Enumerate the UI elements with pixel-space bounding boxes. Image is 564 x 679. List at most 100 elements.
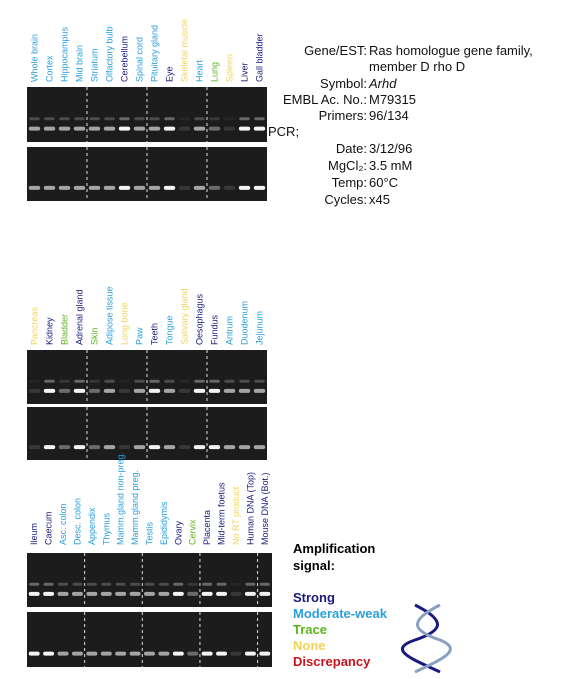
gel-band <box>89 117 100 121</box>
lane-label: Epididymis <box>159 501 169 545</box>
gel-band <box>115 582 126 586</box>
lane-label: No RT product <box>231 486 241 545</box>
lane-label: Tongue <box>165 315 175 345</box>
gel-band <box>148 388 161 393</box>
info-label: Cycles: <box>324 192 367 207</box>
gel-band <box>144 582 155 586</box>
gel-band <box>148 126 161 131</box>
lane-label: Pancreas <box>30 306 40 345</box>
gel-band <box>209 379 220 383</box>
gel-band <box>118 126 131 131</box>
gel-band <box>179 117 190 121</box>
lane-label: Antrum <box>225 316 235 345</box>
gel-band <box>86 582 97 586</box>
legend-item: Discrepancy <box>293 654 371 669</box>
lane-label: Heart <box>195 59 205 82</box>
gel-band <box>72 582 83 586</box>
gel-band <box>148 445 161 450</box>
gel-band <box>103 185 116 190</box>
gel-band <box>223 445 236 450</box>
gel-band <box>202 582 213 586</box>
info-value: x45 <box>369 192 390 207</box>
gel-band <box>88 185 101 190</box>
gel-band <box>104 379 115 383</box>
gel-band <box>119 117 130 121</box>
legend-item: Trace <box>293 622 327 637</box>
gel-band <box>208 445 221 450</box>
gel-band <box>133 126 146 131</box>
gel-band <box>179 379 190 383</box>
gel-band <box>178 388 191 393</box>
gel-band <box>73 445 86 450</box>
gel-image <box>27 612 272 667</box>
gel-band <box>86 591 98 596</box>
gel-band <box>133 445 146 450</box>
gel-band <box>163 388 176 393</box>
gel-band <box>74 379 85 383</box>
gel-band <box>223 126 236 131</box>
legend-item: None <box>293 638 326 653</box>
gel-band <box>172 651 184 656</box>
gel-band <box>194 117 205 121</box>
lane-label: Appendix <box>87 507 97 545</box>
gel-band <box>28 126 41 131</box>
lane-label: Hippocampus <box>60 26 70 82</box>
gel-band <box>223 185 236 190</box>
gel-band <box>100 591 112 596</box>
gel-band <box>59 379 70 383</box>
info-value: 60°C <box>369 175 398 190</box>
gel-band <box>89 379 100 383</box>
gel-band <box>29 582 40 586</box>
gel-band <box>29 379 40 383</box>
lane-label: Whole brain <box>30 34 40 82</box>
gel-band <box>193 126 206 131</box>
lane-label: Gall bladder <box>255 33 265 82</box>
gel-band <box>43 651 55 656</box>
pcr-heading: PCR; <box>268 124 299 139</box>
lane-label: Caecum <box>44 511 54 545</box>
gel-band <box>129 591 141 596</box>
gel-band <box>73 388 86 393</box>
lane-label: Paw <box>135 327 145 345</box>
gel-band <box>115 591 127 596</box>
gel-band <box>71 651 83 656</box>
gel-band <box>172 591 184 596</box>
gel-band <box>216 591 228 596</box>
gel-band <box>103 388 116 393</box>
lane-label: Jejunum <box>255 311 265 345</box>
gel-band <box>193 185 206 190</box>
gel-band <box>58 388 71 393</box>
gel-band <box>178 445 191 450</box>
gel-band <box>178 126 191 131</box>
info-value: Arhd <box>368 76 397 91</box>
gel-band <box>244 591 256 596</box>
lane-label: Long bone <box>120 302 130 345</box>
gel-band <box>238 445 251 450</box>
lane-label: Placenta <box>202 510 212 545</box>
lane-label: Thymus <box>101 512 111 545</box>
lane-label: Human DNA (Top) <box>245 472 255 545</box>
gel-band <box>43 185 56 190</box>
gel-band <box>101 582 112 586</box>
gel-band <box>103 126 116 131</box>
gel-band <box>254 117 265 121</box>
gel-band <box>187 591 199 596</box>
lane-label: Olfactory bulb <box>105 26 115 82</box>
info-label: EMBL Ac. No.: <box>283 92 367 107</box>
gel-band <box>163 185 176 190</box>
gel-band <box>28 185 41 190</box>
gel-band <box>164 379 175 383</box>
gel-band <box>158 651 170 656</box>
gel-band <box>163 126 176 131</box>
lane-label: Mamm.gland non-preg. <box>116 452 126 545</box>
lane-label: Cervix <box>188 519 198 545</box>
gel-band <box>144 591 155 596</box>
info-label: Gene/EST: <box>304 43 367 58</box>
gel-band <box>253 185 266 190</box>
gel-band <box>71 591 83 596</box>
gel-band <box>173 582 184 586</box>
gel-band <box>59 117 70 121</box>
gel-band <box>104 117 115 121</box>
info-label: Temp: <box>332 175 367 190</box>
gel-band <box>208 388 221 393</box>
